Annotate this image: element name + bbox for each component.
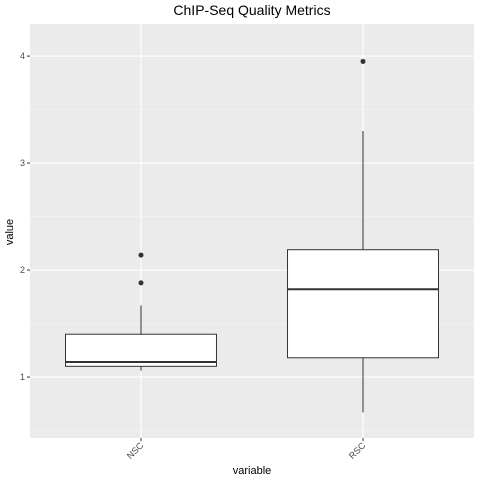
y-tick-label: 3 bbox=[20, 158, 25, 168]
x-axis-title: variable bbox=[233, 465, 272, 477]
boxplot-series bbox=[65, 58, 439, 413]
y-tick-label: 1 bbox=[20, 372, 25, 382]
box-group bbox=[287, 58, 439, 413]
y-tick-label: 4 bbox=[20, 51, 25, 61]
y-tick-label: 2 bbox=[20, 265, 25, 275]
box bbox=[65, 333, 217, 367]
plot-panel bbox=[30, 24, 474, 438]
box-group bbox=[65, 252, 217, 371]
y-axis: 1 2 3 4 bbox=[20, 51, 30, 382]
chart-title: ChIP-Seq Quality Metrics bbox=[173, 2, 330, 18]
outlier-point bbox=[138, 280, 144, 286]
box bbox=[287, 249, 439, 359]
y-axis-title: value bbox=[4, 219, 16, 245]
outlier-point bbox=[138, 252, 144, 258]
outlier-point bbox=[360, 58, 366, 64]
